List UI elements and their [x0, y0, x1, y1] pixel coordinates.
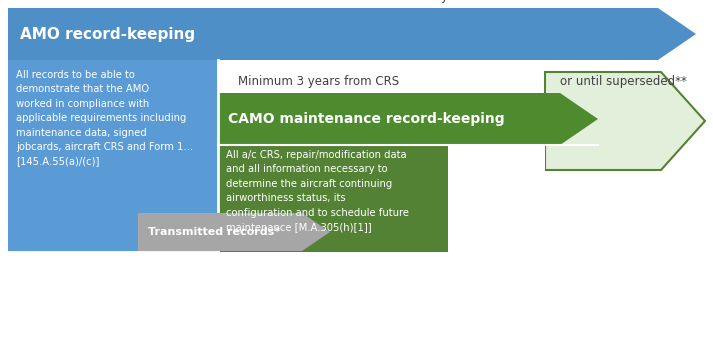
Polygon shape: [218, 93, 598, 145]
Text: or until superseded**: or until superseded**: [560, 75, 687, 88]
Text: 3 years from CRS: 3 years from CRS: [430, 0, 533, 3]
FancyBboxPatch shape: [8, 60, 218, 252]
Polygon shape: [545, 72, 705, 170]
Polygon shape: [138, 213, 330, 251]
Text: Minimum 3 years from CRS: Minimum 3 years from CRS: [238, 75, 399, 88]
Text: CAMO maintenance record-keeping: CAMO maintenance record-keeping: [228, 112, 505, 126]
Text: All records to be able to
demonstrate that the AMO
worked in compliance with
app: All records to be able to demonstrate th…: [16, 70, 193, 167]
Polygon shape: [8, 8, 696, 60]
Text: All a/c CRS, repair/modification data
and all information necessary to
determine: All a/c CRS, repair/modification data an…: [226, 150, 409, 232]
FancyBboxPatch shape: [218, 145, 545, 252]
FancyBboxPatch shape: [218, 145, 448, 252]
Text: Transmitted records*: Transmitted records*: [148, 227, 280, 237]
Text: AMO record-keeping: AMO record-keeping: [20, 26, 195, 41]
